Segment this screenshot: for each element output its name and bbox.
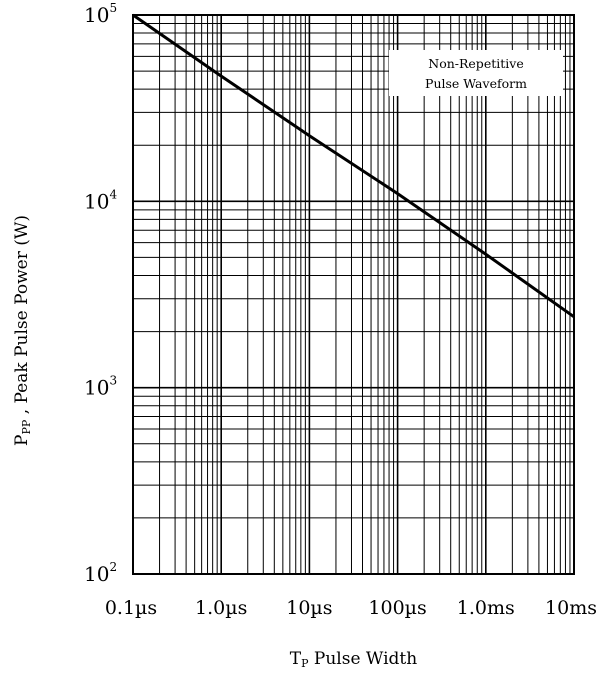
- y-tick-label: 104: [84, 187, 117, 213]
- y-tick-label: 105: [84, 1, 117, 27]
- annotation-line-1: Non-Repetitive: [428, 56, 523, 71]
- y-axis-label-subscript: PP: [20, 419, 33, 434]
- y-tick-label: 103: [84, 374, 117, 400]
- y-tick-label-base: 10: [84, 376, 109, 400]
- x-axis-label-symbol: T: [290, 649, 302, 669]
- annotation-box: Non-Repetitive Pulse Waveform: [389, 50, 563, 96]
- x-tick-label: 0.1µs: [105, 597, 157, 619]
- y-axis-label: PPP , Peak Pulse Power (W): [12, 215, 33, 446]
- x-tick-label: 10µs: [286, 597, 332, 619]
- grid-lines: [132, 15, 574, 575]
- y-tick-label-base: 10: [84, 189, 109, 213]
- y-tick-label-base: 10: [84, 3, 109, 27]
- plot-frame: [132, 14, 575, 575]
- y-tick-label-exponent: 2: [109, 560, 117, 574]
- annotation-line-2: Pulse Waveform: [425, 76, 527, 91]
- y-axis-label-symbol: P: [12, 435, 32, 446]
- y-tick-label-base: 10: [84, 562, 109, 586]
- x-axis-label-text: Pulse Width: [309, 649, 418, 669]
- x-tick-label: 10ms: [545, 597, 597, 619]
- x-axis-label: TP Pulse Width: [290, 649, 417, 670]
- y-tick-label-exponent: 4: [109, 187, 117, 201]
- y-axis-label-text: , Peak Pulse Power (W): [12, 215, 32, 420]
- x-axis-tick-labels: 0.1µs 1.0µs 10µs 100µs 1.0ms 10ms: [105, 597, 597, 619]
- x-tick-label: 1.0µs: [195, 597, 247, 619]
- peak-power-curve: [132, 13, 575, 319]
- y-tick-label-exponent: 5: [109, 1, 117, 15]
- annotation-background: [389, 50, 563, 96]
- x-tick-label: 1.0ms: [457, 597, 515, 619]
- x-tick-label: 100µs: [368, 597, 426, 619]
- x-axis-label-subscript: P: [301, 657, 309, 670]
- y-tick-label: 102: [84, 560, 117, 586]
- y-tick-label-exponent: 3: [109, 374, 117, 388]
